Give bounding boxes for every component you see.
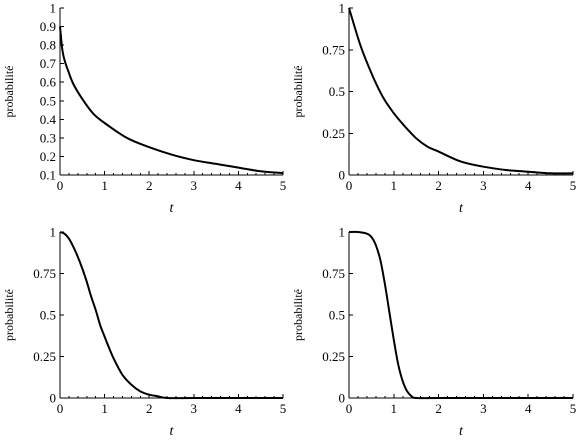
y-tick-label: 0.25 (322, 349, 345, 364)
x-tick-label: 4 (525, 178, 532, 193)
y-tick-label: 0.4 (40, 112, 57, 127)
probability-curve (348, 7, 574, 175)
chart-panel-bottom-left: 0 1 2 3 4 5 0 0.25 0.5 0.75 1 t probabilité (2, 225, 286, 440)
x-tick-label: 4 (235, 178, 242, 193)
x-tick-label: 1 (101, 178, 108, 193)
y-tick-label: 0.5 (329, 308, 345, 323)
x-axis-label: t (459, 201, 464, 216)
x-axis-label: t (459, 424, 464, 439)
x-tick-label: 0 (346, 178, 353, 193)
probability-curve (59, 26, 284, 175)
y-tick-label: 0.5 (40, 93, 56, 108)
y-axis-label: probabilité (291, 66, 305, 118)
y-axis-label: probabilité (2, 66, 16, 118)
y-tick-label: 1 (339, 1, 346, 16)
y-tick-label: 0.3 (40, 130, 56, 145)
x-tick-label: 4 (525, 401, 532, 416)
y-tick-label: 1 (339, 225, 346, 240)
y-tick-label: 0 (339, 391, 346, 406)
y-tick-label: 0.2 (40, 149, 56, 164)
x-tick-label: 4 (235, 401, 242, 416)
x-tick-label: 2 (146, 178, 153, 193)
x-tick-label: 2 (146, 401, 153, 416)
x-tick-label: 0 (346, 401, 353, 416)
y-tick-label: 0 (50, 391, 57, 406)
y-axis-label: probabilité (291, 289, 305, 341)
y-tick-label: 1 (50, 1, 57, 16)
y-tick-label: 1 (50, 225, 57, 240)
x-axis-label: t (170, 424, 175, 439)
chart-panel-top-left: 0 1 2 3 4 5 0.1 0.2 0.3 0.4 0.5 0.6 0.7 0.8 0.9 1 t proba… (2, 1, 286, 217)
x-tick-label: 5 (570, 401, 577, 416)
probability-curve (348, 230, 573, 400)
probability-curve (59, 231, 283, 400)
x-tick-label: 3 (480, 401, 487, 416)
y-tick-label: 0.5 (40, 308, 56, 323)
y-tick-label: 0.7 (40, 56, 57, 71)
x-tick-label: 3 (191, 178, 198, 193)
x-tick-label: 5 (570, 178, 577, 193)
chart-panel-bottom-right: 0 1 2 3 4 5 0 0.25 0.5 0.75 1 t probabilité (291, 225, 576, 440)
x-tick-label: 0 (57, 178, 64, 193)
y-tick-label: 0.6 (40, 75, 57, 90)
x-tick-label: 3 (480, 178, 487, 193)
y-tick-label: 0.25 (33, 349, 56, 364)
x-tick-label: 1 (391, 178, 398, 193)
y-tick-label: 0.8 (40, 38, 56, 53)
x-tick-label: 2 (435, 178, 442, 193)
x-tick-label: 1 (101, 401, 108, 416)
chart-panel-top-right: 0 1 2 3 4 5 0 0.25 0.5 0.75 1 t probabilité (291, 1, 576, 217)
x-tick-label: 1 (391, 401, 398, 416)
y-tick-label: 0.1 (40, 168, 56, 183)
y-tick-label: 0.5 (329, 84, 345, 99)
x-tick-label: 2 (435, 401, 442, 416)
x-tick-label: 5 (280, 178, 287, 193)
x-tick-label: 3 (191, 401, 198, 416)
y-tick-label: 0.75 (322, 266, 345, 281)
y-tick-label: 0.75 (33, 266, 56, 281)
x-tick-label: 5 (280, 401, 287, 416)
y-tick-label: 0.9 (40, 19, 56, 34)
y-tick-label: 0.25 (322, 126, 345, 141)
y-tick-label: 0 (339, 168, 346, 183)
y-tick-label: 0.75 (322, 42, 345, 57)
x-axis-label: t (170, 201, 175, 216)
x-tick-label: 0 (57, 401, 64, 416)
y-axis-label: probabilité (2, 289, 16, 341)
